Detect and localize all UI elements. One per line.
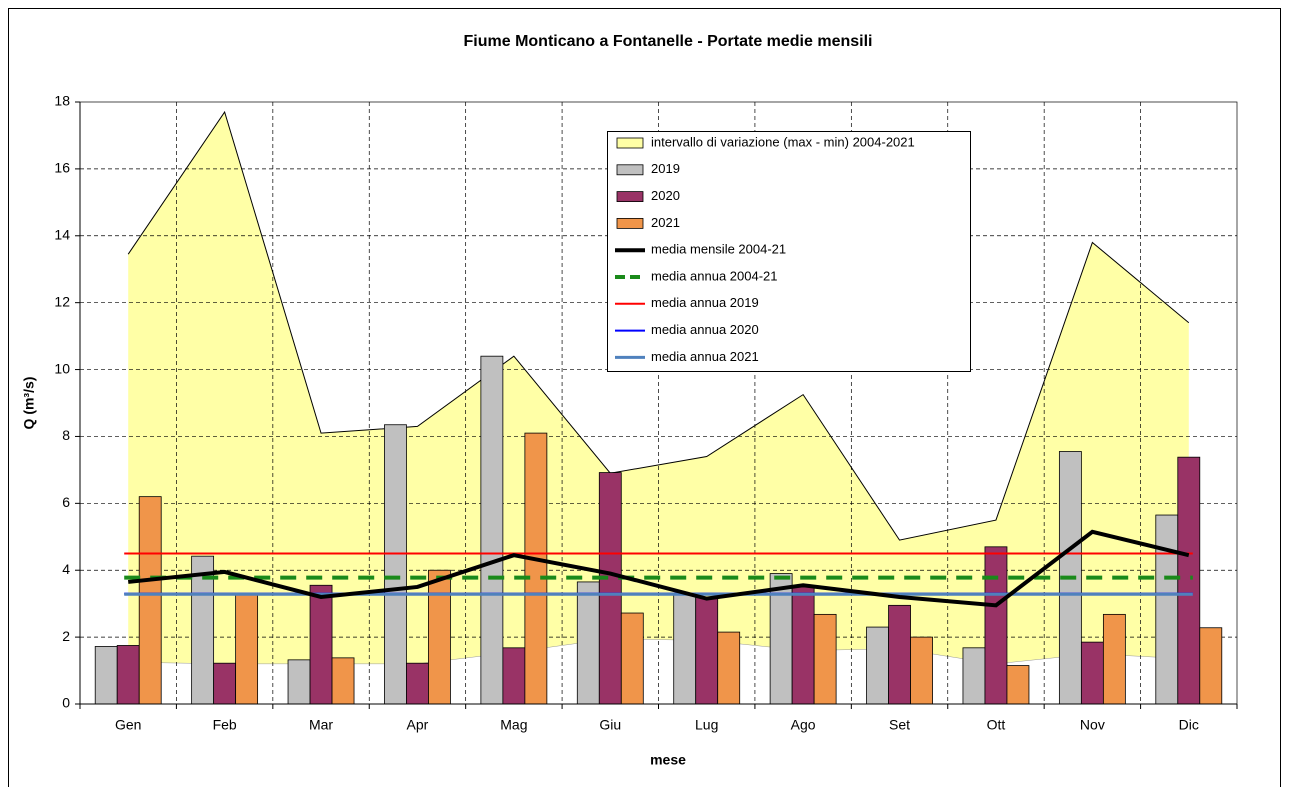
range-max-edge [127,110,1190,541]
y-tick-label: 6 [62,494,70,510]
y-axis-label: Q (m³/s) [21,377,37,430]
legend-label: 2020 [651,188,680,203]
y-tick-label: 16 [54,160,70,176]
bar [235,593,259,705]
bar [1199,627,1223,705]
x-axis-label: mese [650,752,686,768]
bar [962,647,986,705]
bar [717,631,741,705]
legend: intervallo di variazione (max - min) 200… [607,131,971,372]
x-tick-label: Apr [407,717,429,733]
y-tick-label: 12 [54,293,70,309]
legend-label: media annua 2019 [651,295,759,310]
bar [213,662,237,705]
x-tick-label: Lug [695,717,718,733]
y-tick-label: 10 [54,360,70,376]
bar [138,496,162,705]
bar [524,432,548,705]
bar [406,662,429,705]
bar [384,424,407,705]
bar [791,586,815,705]
bar [1102,613,1126,705]
bar [598,472,622,705]
bar [1006,665,1030,705]
bar [1155,514,1179,705]
bar [984,546,1008,705]
x-tick-label: Feb [213,717,237,733]
legend-swatch [616,217,644,229]
bar [910,636,933,705]
plot-border [79,101,1238,705]
y-tick-label: 4 [62,561,70,577]
legend-label: 2019 [651,161,680,176]
x-tick-label: Gen [115,717,141,733]
bar [576,581,600,705]
y-tick-label: 8 [62,427,70,443]
y-tick-label: 18 [54,93,70,109]
bar [502,647,526,705]
bar [287,659,311,705]
y-tick-label: 0 [62,695,70,711]
bar [428,569,451,705]
bar [1177,456,1201,705]
bar [94,646,118,705]
y-tick-label: 14 [54,226,70,242]
x-tick-label: Ott [987,717,1006,733]
x-tick-label: Nov [1080,717,1105,733]
x-tick-label: Mar [309,717,333,733]
x-tick-label: Giu [599,717,621,733]
bar [331,657,355,705]
bar [480,355,504,705]
bar [813,613,837,705]
bar [695,596,719,705]
bar [888,604,911,705]
legend-box [607,131,971,372]
bar [866,626,889,705]
bar [620,612,644,705]
x-tick-label: Set [889,717,910,733]
x-tick-label: Ago [791,717,816,733]
chart-title: Fiume Monticano a Fontanelle - Portate m… [464,33,873,50]
legend-label: media annua 2021 [651,349,759,364]
bar [1080,641,1104,705]
x-tick-label: Mag [500,717,527,733]
legend-label: media mensile 2004-21 [651,242,786,257]
legend-label: 2021 [651,215,680,230]
x-tick-label: Dic [1179,717,1199,733]
legend-label: media annua 2020 [651,322,759,337]
monthly-mean-line [128,529,1190,608]
legend-swatch [616,137,644,149]
legend-label: intervallo di variazione (max - min) 200… [651,134,915,149]
bar [673,593,697,705]
bar [116,645,140,705]
bar [309,584,333,705]
legend-label: media annua 2004-21 [651,268,778,283]
y-tick-label: 2 [62,628,70,644]
legend-swatch [616,191,644,203]
legend-swatch [616,164,644,176]
